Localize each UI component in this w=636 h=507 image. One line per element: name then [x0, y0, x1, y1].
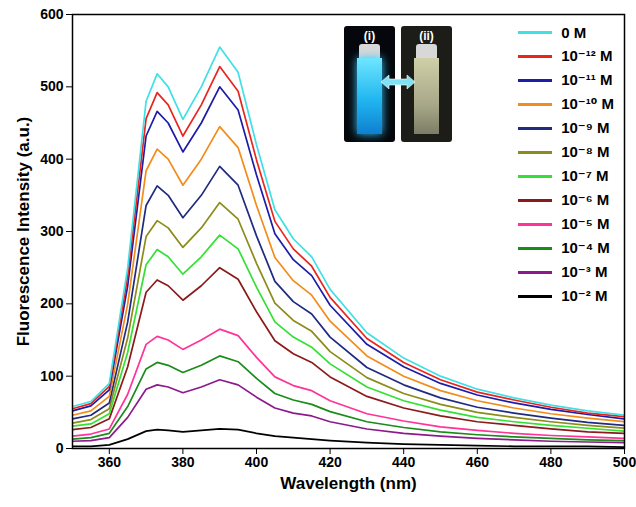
svg-text:Fluorescence Intensity (a.u.): Fluorescence Intensity (a.u.) — [14, 117, 33, 347]
svg-text:380: 380 — [171, 454, 195, 470]
svg-text:500: 500 — [40, 78, 64, 94]
svg-text:400: 400 — [245, 454, 269, 470]
html-text:10⁻¹² M: 10⁻¹² M — [561, 47, 613, 64]
svg-text:300: 300 — [40, 223, 64, 239]
html-text:10⁻⁸ M: 10⁻⁸ M — [561, 143, 610, 160]
html-text:10⁻⁹ M: 10⁻⁹ M — [561, 119, 610, 136]
html-text:10⁻³ M: 10⁻³ M — [561, 263, 608, 280]
html-text:10⁻⁵ M: 10⁻⁵ M — [561, 215, 610, 232]
svg-text:100: 100 — [40, 368, 64, 384]
html-text:(ii): (ii) — [419, 29, 434, 43]
html-text:10⁻⁷ M: 10⁻⁷ M — [561, 167, 609, 184]
svg-text:400: 400 — [40, 151, 64, 167]
svg-text:480: 480 — [539, 454, 563, 470]
svg-text:500: 500 — [613, 454, 636, 470]
svg-text:200: 200 — [40, 295, 64, 311]
html-text:(i): (i) — [363, 29, 376, 43]
svg-text:0: 0 — [56, 440, 64, 456]
html-text:0 M: 0 M — [561, 23, 587, 41]
svg-text:Wavelength (nm): Wavelength (nm) — [280, 474, 416, 493]
html-text:10⁻⁴ M: 10⁻⁴ M — [561, 239, 610, 256]
svg-text:420: 420 — [318, 454, 342, 470]
html-text:10⁻⁶ M: 10⁻⁶ M — [561, 191, 610, 208]
html-text:10⁻¹¹ M: 10⁻¹¹ M — [561, 71, 613, 88]
html-text:10⁻² M: 10⁻² M — [561, 287, 608, 304]
html-text:10⁻¹⁰ M: 10⁻¹⁰ M — [561, 95, 614, 112]
svg-text:600: 600 — [40, 6, 64, 22]
svg-text:360: 360 — [98, 454, 122, 470]
svg-text:460: 460 — [466, 454, 490, 470]
svg-text:440: 440 — [392, 454, 416, 470]
